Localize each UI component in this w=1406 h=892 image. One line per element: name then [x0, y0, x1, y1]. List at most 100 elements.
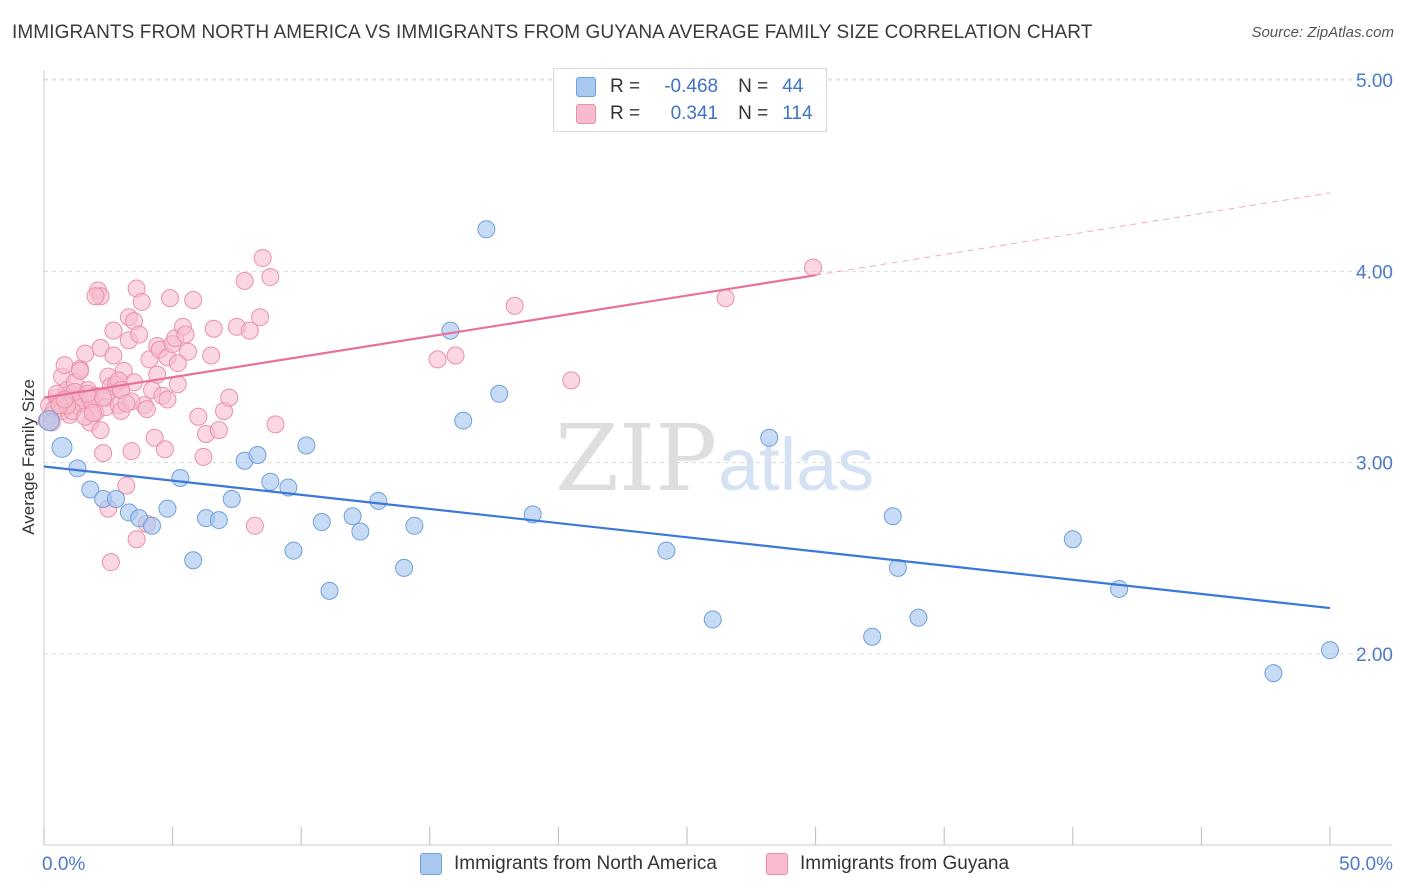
legend-n-value: 114	[782, 103, 813, 124]
guyana-point	[179, 342, 198, 361]
legend-n-label: N =	[738, 76, 769, 97]
north-america-point	[369, 491, 388, 510]
guyana-point	[158, 390, 177, 409]
y-axis-title: Average Family Size	[19, 379, 38, 535]
guyana-point	[240, 321, 259, 340]
guyana-point	[76, 344, 95, 363]
north-america-point	[1063, 530, 1082, 549]
guyana-point	[194, 447, 213, 466]
guyana-point	[266, 415, 285, 434]
north-america-point	[760, 428, 779, 447]
legend-n-label: N =	[738, 103, 769, 124]
guyana-point	[253, 248, 272, 267]
north-america-point	[657, 541, 676, 560]
guyana-point	[94, 388, 113, 407]
watermark-zip: ZIP	[555, 405, 717, 512]
guyana-point	[261, 268, 280, 287]
guyana-point	[132, 292, 151, 311]
north-america-point	[490, 384, 509, 403]
north-america-point	[81, 480, 100, 499]
guyana-point	[78, 384, 97, 403]
bottom-legend-label-guyana: Immigrants from Guyana	[800, 853, 1010, 874]
guyana-point	[122, 442, 141, 461]
chart-title: IMMIGRANTS FROM NORTH AMERICA VS IMMIGRA…	[12, 22, 1093, 43]
north-america-point	[1321, 641, 1339, 660]
guyana-point	[104, 346, 123, 365]
north-america-point	[343, 507, 362, 526]
watermark: ZIP atlas	[555, 405, 874, 512]
legend-row-guyana: R = 0.341 N = 114	[576, 101, 813, 127]
correlation-legend: R = -0.468 N = 44 R = 0.341 N = 114	[553, 68, 827, 132]
guyana-point	[176, 325, 195, 344]
north-america-point	[1110, 579, 1129, 598]
north-america-point	[279, 478, 298, 497]
north-america-point	[888, 558, 907, 577]
guyana-trend-line	[43, 274, 816, 399]
guyana-point	[220, 388, 239, 407]
north-america-point	[158, 499, 177, 518]
north-america-point	[248, 446, 267, 465]
north-america-point	[477, 220, 496, 239]
north-america-point	[261, 472, 280, 491]
north-america-point	[312, 512, 331, 531]
guyana-point	[446, 346, 465, 365]
guyana-point	[117, 476, 136, 495]
north-america-point	[703, 610, 722, 629]
north-america-point	[395, 558, 414, 577]
legend-n-value: 44	[782, 76, 804, 97]
north-america-point	[51, 436, 73, 458]
guyana-point	[117, 394, 136, 413]
guyana-point	[91, 421, 110, 440]
guyana-point	[562, 371, 581, 390]
legend-r-label: R =	[610, 76, 641, 97]
guyana-point	[235, 271, 254, 290]
guyana-point	[71, 361, 90, 380]
tick-labels: 2.00 3.00 4.00 5.00 0.0% 50.0% Average Family …	[19, 71, 1393, 875]
guyana-point	[189, 407, 208, 426]
north-america-point	[297, 436, 316, 455]
north-america-point	[441, 321, 460, 340]
legend-r-label: R =	[610, 103, 641, 124]
guyana-point	[127, 530, 146, 549]
north-america-point	[1264, 664, 1283, 683]
north-america-point	[38, 410, 60, 432]
legend-r-value: -0.468	[664, 76, 719, 97]
legend-swatch-guyana	[576, 104, 596, 124]
north-america-point	[883, 507, 902, 526]
y-tick-label: 4.00	[1356, 262, 1393, 283]
north-america-point	[171, 468, 190, 487]
guyana-point	[94, 444, 113, 463]
trend-lines	[43, 192, 1331, 610]
guyana-point	[204, 319, 223, 338]
north-america-point	[143, 516, 162, 535]
bottom-legend-swatch-guyana	[766, 853, 788, 875]
guyana-point	[55, 356, 74, 375]
bottom-legend-label-north-america: Immigrants from North America	[454, 853, 717, 874]
guyana-point	[86, 287, 105, 306]
guyana-point	[101, 553, 120, 572]
guyana-point	[161, 289, 180, 308]
legend-row-north-america: R = -0.468 N = 44	[576, 74, 803, 100]
north-america-point	[284, 541, 303, 560]
guyana-point	[155, 440, 174, 459]
north-america-point	[68, 459, 87, 478]
guyana-point	[145, 428, 164, 447]
guyana-trend-extension	[815, 192, 1331, 276]
guyana-point	[202, 346, 221, 365]
guyana-point	[251, 308, 270, 327]
y-tick-label: 3.00	[1356, 454, 1393, 475]
watermark-atlas: atlas	[718, 423, 874, 506]
y-tick-label: 2.00	[1356, 645, 1393, 666]
guyana-point	[209, 421, 228, 440]
guyana-point	[137, 400, 156, 419]
axes	[43, 70, 1392, 846]
guyana-point	[168, 354, 187, 373]
bottom-legend-swatch-north-america	[420, 853, 442, 875]
north-america-point	[405, 516, 424, 535]
legend-r-value: 0.341	[670, 103, 719, 124]
north-america-point	[320, 581, 339, 600]
guyana-point	[804, 258, 823, 277]
legend-swatch-north-america	[576, 77, 596, 97]
guyana-point	[83, 403, 102, 422]
